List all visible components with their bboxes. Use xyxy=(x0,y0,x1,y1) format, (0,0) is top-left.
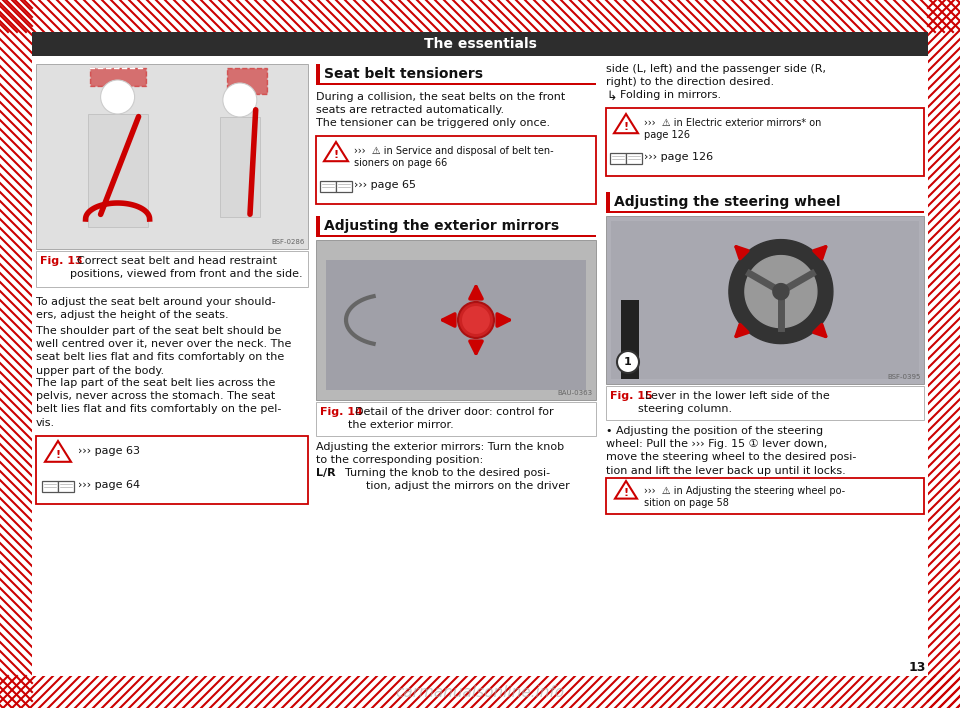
Text: ››› page 126: ››› page 126 xyxy=(644,152,713,162)
Text: !: ! xyxy=(623,122,629,132)
Text: To adjust the seat belt around your should-
ers, adjust the height of the seats.: To adjust the seat belt around your shou… xyxy=(36,297,276,320)
Polygon shape xyxy=(615,481,637,498)
Bar xyxy=(36,64,308,249)
Text: !: ! xyxy=(623,488,629,498)
Text: Lever in the lower left side of the
steering column.: Lever in the lower left side of the stee… xyxy=(638,391,829,413)
Polygon shape xyxy=(614,114,638,133)
Bar xyxy=(316,402,596,436)
Text: BSF-0286: BSF-0286 xyxy=(272,239,305,245)
Polygon shape xyxy=(745,256,817,328)
Bar xyxy=(316,83,596,84)
Bar xyxy=(89,68,146,86)
Bar xyxy=(58,481,74,492)
Text: Adjusting the exterior mirrors: Turn the knob
to the corresponding position:: Adjusting the exterior mirrors: Turn the… xyxy=(316,442,564,465)
Text: The tensioner can be triggered only once.: The tensioner can be triggered only once… xyxy=(316,118,550,128)
Text: The lap part of the seat belt lies across the
pelvis, never across the stomach. : The lap part of the seat belt lies acros… xyxy=(36,378,281,428)
Text: The essentials: The essentials xyxy=(423,37,537,51)
Bar xyxy=(320,181,336,192)
Bar xyxy=(626,153,642,164)
Bar xyxy=(36,436,308,504)
Bar xyxy=(606,108,924,176)
Polygon shape xyxy=(773,284,789,299)
Bar xyxy=(621,300,639,379)
Text: During a collision, the seat belts on the front
seats are retracted automaticall: During a collision, the seat belts on th… xyxy=(316,92,565,115)
Text: ›››  ⚠ in Adjusting the steering wheel po-
sition on page 58: ››› ⚠ in Adjusting the steering wheel po… xyxy=(644,486,845,508)
Circle shape xyxy=(223,83,257,117)
Bar xyxy=(606,386,924,420)
Polygon shape xyxy=(324,142,348,161)
Text: ↳: ↳ xyxy=(606,90,616,103)
Circle shape xyxy=(101,80,134,114)
Bar xyxy=(326,260,586,390)
Polygon shape xyxy=(45,441,71,462)
Text: Adjusting the exterior mirrors: Adjusting the exterior mirrors xyxy=(324,219,559,233)
Text: BAU-0363: BAU-0363 xyxy=(558,390,593,396)
Text: carmanualsonline.info: carmanualsonline.info xyxy=(396,685,564,700)
Bar xyxy=(606,216,924,384)
Text: 1: 1 xyxy=(624,357,632,367)
Circle shape xyxy=(462,306,490,334)
Bar xyxy=(316,64,320,84)
Polygon shape xyxy=(729,239,833,343)
Bar xyxy=(32,32,928,56)
Text: Fig. 13: Fig. 13 xyxy=(40,256,83,266)
Text: ››› page 64: ››› page 64 xyxy=(78,480,140,490)
Bar xyxy=(42,481,58,492)
Bar xyxy=(606,211,924,212)
Text: !: ! xyxy=(333,150,339,160)
Circle shape xyxy=(458,302,494,338)
Text: ›››  ⚠ in Service and disposal of belt ten-
sioners on page 66: ››› ⚠ in Service and disposal of belt te… xyxy=(354,146,554,169)
Text: ››› page 63: ››› page 63 xyxy=(78,446,140,456)
Text: Fig. 15: Fig. 15 xyxy=(610,391,653,401)
Text: L/R: L/R xyxy=(316,468,336,478)
Circle shape xyxy=(617,351,639,373)
Text: Seat belt tensioners: Seat belt tensioners xyxy=(324,67,483,81)
Bar xyxy=(316,216,596,236)
Bar xyxy=(606,192,924,212)
Bar xyxy=(316,216,320,236)
Text: Detail of the driver door: control for
the exterior mirror.: Detail of the driver door: control for t… xyxy=(348,407,554,430)
Text: ›››  ⚠ in Electric exterior mirrors* on
page 126: ››› ⚠ in Electric exterior mirrors* on p… xyxy=(644,118,822,140)
Text: Turning the knob to the desired posi-
        tion, adjust the mirrors on the dr: Turning the knob to the desired posi- ti… xyxy=(338,468,569,491)
Bar xyxy=(316,64,596,84)
Bar xyxy=(316,235,596,236)
Text: !: ! xyxy=(56,450,60,460)
Bar xyxy=(87,114,148,227)
Text: Fig. 14: Fig. 14 xyxy=(320,407,363,417)
Text: • Adjusting the position of the steering
wheel: Pull the ››› Fig. 15 ① lever dow: • Adjusting the position of the steering… xyxy=(606,426,856,476)
Bar xyxy=(220,117,260,217)
Text: ››› page 65: ››› page 65 xyxy=(354,180,416,190)
Text: Folding in mirrors.: Folding in mirrors. xyxy=(620,90,721,100)
Bar xyxy=(610,153,626,164)
Bar xyxy=(336,181,352,192)
Bar xyxy=(316,240,596,400)
Bar xyxy=(227,68,267,94)
Text: Correct seat belt and head restraint
positions, viewed from front and the side.: Correct seat belt and head restraint pos… xyxy=(70,256,302,279)
Text: The shoulder part of the seat belt should be
well centred over it, never over th: The shoulder part of the seat belt shoul… xyxy=(36,326,292,376)
Bar xyxy=(611,221,919,379)
Text: BSF-0395: BSF-0395 xyxy=(888,374,921,380)
Bar xyxy=(606,478,924,514)
Bar xyxy=(606,192,610,212)
Text: side (L, left) and the passenger side (R,
right) to the direction desired.: side (L, left) and the passenger side (R… xyxy=(606,64,826,87)
Text: Adjusting the steering wheel: Adjusting the steering wheel xyxy=(614,195,841,209)
Bar xyxy=(316,136,596,204)
Bar xyxy=(36,251,308,287)
Text: 13: 13 xyxy=(908,661,926,674)
